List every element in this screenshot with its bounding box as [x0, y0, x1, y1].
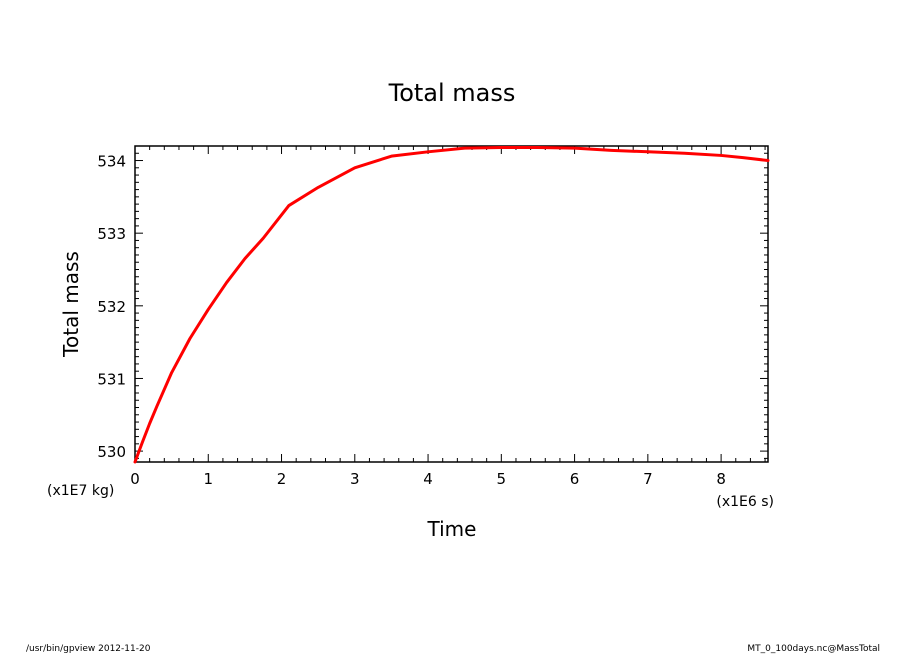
x-tick-label: 8	[716, 470, 726, 488]
y-tick-label: 531	[97, 370, 126, 388]
y-tick-label: 532	[97, 298, 126, 316]
y-axis-title: Total mass	[59, 251, 83, 358]
x-tick-label: 3	[350, 470, 360, 488]
y-unit-label: (x1E7 kg)	[47, 483, 114, 499]
x-tick-label: 1	[203, 470, 213, 488]
x-tick-label: 6	[570, 470, 580, 488]
y-axis	[135, 145, 768, 459]
plot-frame	[134, 145, 769, 463]
x-axis-title: Time	[427, 517, 477, 541]
series-layer	[133, 145, 770, 464]
x-unit-label: (x1E6 s)	[716, 494, 774, 510]
footer-left: /usr/bin/gpview 2012-11-20	[26, 644, 151, 654]
x-tick-label: 7	[643, 470, 653, 488]
chart-title: Total mass	[388, 79, 516, 107]
x-tick-label: 5	[497, 470, 507, 488]
x-tick-label: 0	[130, 470, 140, 488]
y-tick-label: 534	[97, 153, 126, 171]
series-line-0	[133, 145, 770, 464]
x-tick-label: 2	[277, 470, 287, 488]
y-tick-labels: 530 531 532 533 534	[97, 153, 126, 462]
x-tick-labels: 0 1 2 3 4 5 6 7 8	[130, 470, 726, 488]
x-tick-label: 4	[423, 470, 433, 488]
y-tick-label: 533	[97, 225, 126, 243]
footer-right: MT_0_100days.nc@MassTotal	[747, 644, 880, 654]
x-axis	[134, 146, 766, 462]
y-tick-label: 530	[97, 443, 126, 461]
